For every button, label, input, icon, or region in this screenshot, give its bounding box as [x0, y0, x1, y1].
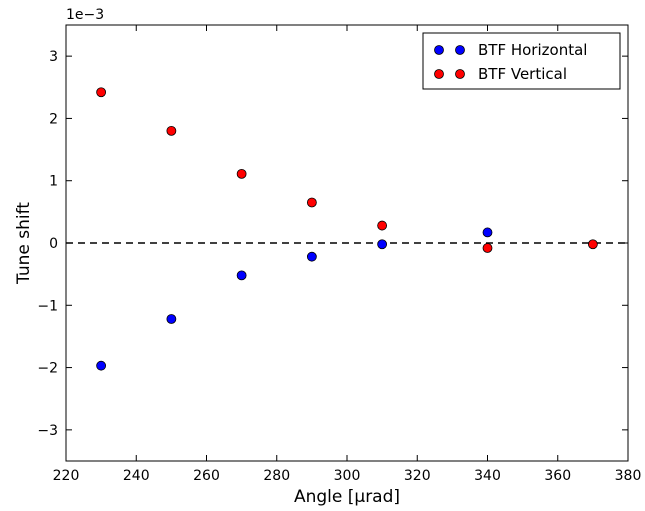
x-tick-label: 320 [404, 468, 431, 484]
legend-label: BTF Vertical [478, 65, 567, 83]
y-tick-label: −2 [37, 361, 58, 377]
legend-marker [455, 45, 465, 55]
data-point-vertical [306, 197, 317, 208]
data-point-horizontal [306, 251, 317, 262]
axis-ticks: 220 240 260 280 300 320 340 360 380 −3 −2 −1 0 1 2 3 [37, 25, 641, 484]
y-tick-label: 3 [49, 49, 58, 65]
data-point-horizontal [482, 227, 493, 238]
x-tick-label: 260 [193, 468, 220, 484]
x-tick-label: 280 [263, 468, 290, 484]
y-offset-label: 1e−3 [66, 7, 104, 23]
data-point-vertical [587, 239, 598, 250]
y-tick-label: 2 [49, 111, 58, 127]
y-axis-title: Tune shift [14, 202, 34, 285]
y-tick-label: 1 [49, 174, 58, 190]
y-tick-label: 0 [49, 236, 58, 252]
legend-marker [455, 69, 465, 79]
x-tick-label: 240 [123, 468, 150, 484]
data-point-vertical [236, 168, 247, 179]
legend-marker [434, 45, 444, 55]
x-tick-label: 300 [334, 468, 361, 484]
data-point-vertical [96, 87, 107, 98]
x-tick-label: 360 [544, 468, 571, 484]
x-tick-label: 380 [615, 468, 642, 484]
data-point-horizontal [236, 270, 247, 281]
data-point-horizontal [96, 360, 107, 371]
x-axis-title: Angle [μrad] [294, 487, 400, 507]
data-point-vertical [377, 220, 388, 231]
data-point-vertical [166, 125, 177, 136]
x-tick-label: 340 [474, 468, 501, 484]
legend-marker [434, 69, 444, 79]
legend: BTF Horizontal BTF Vertical [422, 32, 621, 90]
data-point-horizontal [166, 314, 177, 324]
data-point-vertical [482, 243, 493, 253]
y-tick-label: −3 [37, 423, 58, 439]
legend-box [422, 32, 621, 90]
x-tick-label: 220 [53, 468, 80, 484]
y-tick-label: −1 [37, 298, 58, 314]
data-point-horizontal [377, 239, 388, 250]
legend-label: BTF Horizontal [478, 41, 587, 59]
data-points [96, 87, 598, 371]
